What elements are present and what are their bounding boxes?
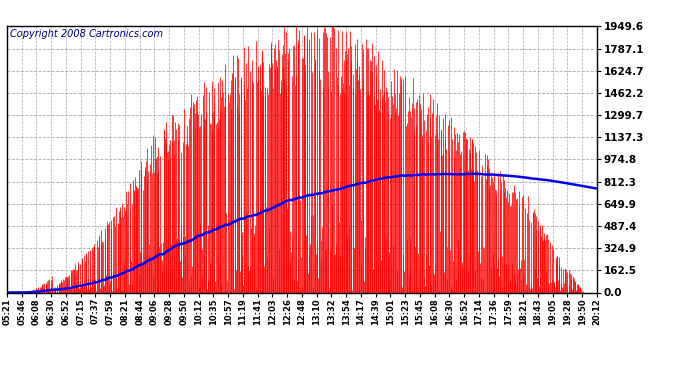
Text: West Array Actual Power (red) & Running Average Power (blue) (Watts) Sat May 31 : West Array Actual Power (red) & Running … [10,9,690,22]
Text: Copyright 2008 Cartronics.com: Copyright 2008 Cartronics.com [10,29,163,39]
